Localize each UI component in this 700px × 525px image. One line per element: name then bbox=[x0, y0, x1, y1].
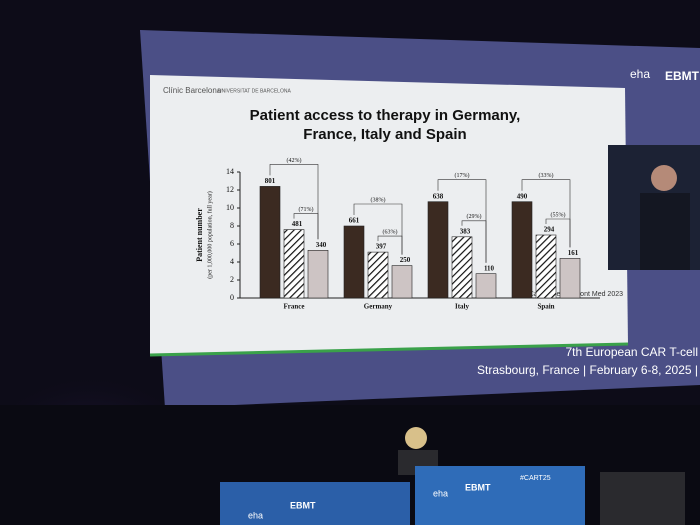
bar bbox=[427, 201, 449, 299]
y-tick-label: 14 bbox=[226, 167, 234, 176]
inner-bracket bbox=[293, 213, 319, 240]
inner-bracket-label: (63%) bbox=[383, 228, 398, 235]
y-tick-label: 8 bbox=[230, 221, 234, 230]
chart-title: Patient access to therapy in Germany, bbox=[250, 107, 521, 124]
speaker-body bbox=[640, 193, 690, 270]
y-tick-label: 4 bbox=[230, 257, 234, 266]
inner-bracket-label: (55%) bbox=[551, 211, 566, 218]
y-tick-label: 6 bbox=[230, 239, 234, 248]
slide-rule bbox=[149, 342, 629, 357]
inner-bracket bbox=[545, 218, 571, 248]
event-place: Strasbourg, France | February 6-8, 2025 … bbox=[477, 363, 698, 377]
count-label: 801 bbox=[265, 177, 276, 185]
podium-brand: eha bbox=[433, 488, 448, 498]
event-name: 7th European CAR T-cell bbox=[565, 345, 698, 359]
outer-bracket-label: (42%) bbox=[287, 157, 302, 164]
bar bbox=[307, 250, 329, 299]
count-label: 397 bbox=[376, 243, 387, 251]
podium bbox=[220, 482, 410, 525]
outer-bracket-label: (33%) bbox=[539, 172, 554, 179]
inner-bracket-label: (71%) bbox=[299, 206, 314, 213]
podium bbox=[415, 466, 585, 525]
count-label: 250 bbox=[400, 256, 411, 264]
count-label: 383 bbox=[460, 227, 471, 235]
presenter-head bbox=[405, 427, 427, 449]
logo: Clínic Barcelona bbox=[163, 86, 222, 95]
outer-bracket-label: (17%) bbox=[455, 172, 470, 179]
bar bbox=[391, 265, 413, 299]
count-label: 161 bbox=[568, 249, 579, 257]
logo: UNIVERSITAT DE BARCELONA bbox=[218, 88, 291, 94]
count-label: 481 bbox=[292, 220, 303, 228]
speaker-head bbox=[651, 165, 677, 191]
outer-bracket bbox=[521, 179, 571, 248]
count-label: 294 bbox=[544, 226, 555, 234]
podium-brand: EBMT bbox=[290, 500, 316, 510]
x-tick-label: Germany bbox=[364, 303, 393, 311]
outer-bracket bbox=[269, 164, 319, 240]
podium-brand: EBMT bbox=[465, 482, 491, 492]
y-tick-label: 2 bbox=[230, 275, 234, 284]
x-tick-label: Italy bbox=[455, 303, 470, 311]
bar bbox=[559, 258, 581, 299]
bar bbox=[451, 236, 473, 299]
bar bbox=[475, 273, 497, 299]
count-label: 340 bbox=[316, 241, 327, 249]
y-axis-label: Patient number bbox=[195, 208, 204, 262]
x-tick-label: France bbox=[284, 303, 305, 311]
chart-subtitle: France, Italy and Spain bbox=[303, 126, 466, 143]
bar bbox=[367, 251, 389, 299]
outer-bracket-label: (38%) bbox=[371, 196, 386, 203]
bar bbox=[259, 186, 281, 299]
count-label: 490 bbox=[517, 192, 528, 200]
podium-brand: eha bbox=[248, 510, 263, 520]
brand: EBMT bbox=[665, 69, 700, 83]
count-label: 638 bbox=[433, 192, 444, 200]
bar bbox=[511, 201, 533, 299]
count-label: 110 bbox=[484, 264, 495, 272]
y-tick-label: 12 bbox=[226, 185, 234, 194]
y-tick-label: 10 bbox=[226, 203, 234, 212]
bar bbox=[343, 225, 365, 299]
brand: eha bbox=[630, 67, 650, 81]
inner-bracket bbox=[377, 235, 403, 255]
hashtag: #CART25 bbox=[520, 475, 551, 482]
y-axis-sublabel: (per 1,000,000 population, full year) bbox=[206, 191, 213, 278]
count-label: 661 bbox=[349, 217, 360, 225]
bar bbox=[283, 229, 305, 299]
inner-bracket-label: (29%) bbox=[467, 213, 482, 220]
outer-bracket bbox=[353, 203, 403, 255]
x-tick-label: Spain bbox=[537, 303, 554, 311]
monitor bbox=[600, 472, 685, 525]
y-tick-label: 0 bbox=[230, 293, 234, 302]
inner-bracket bbox=[461, 220, 487, 263]
bar bbox=[535, 234, 557, 299]
